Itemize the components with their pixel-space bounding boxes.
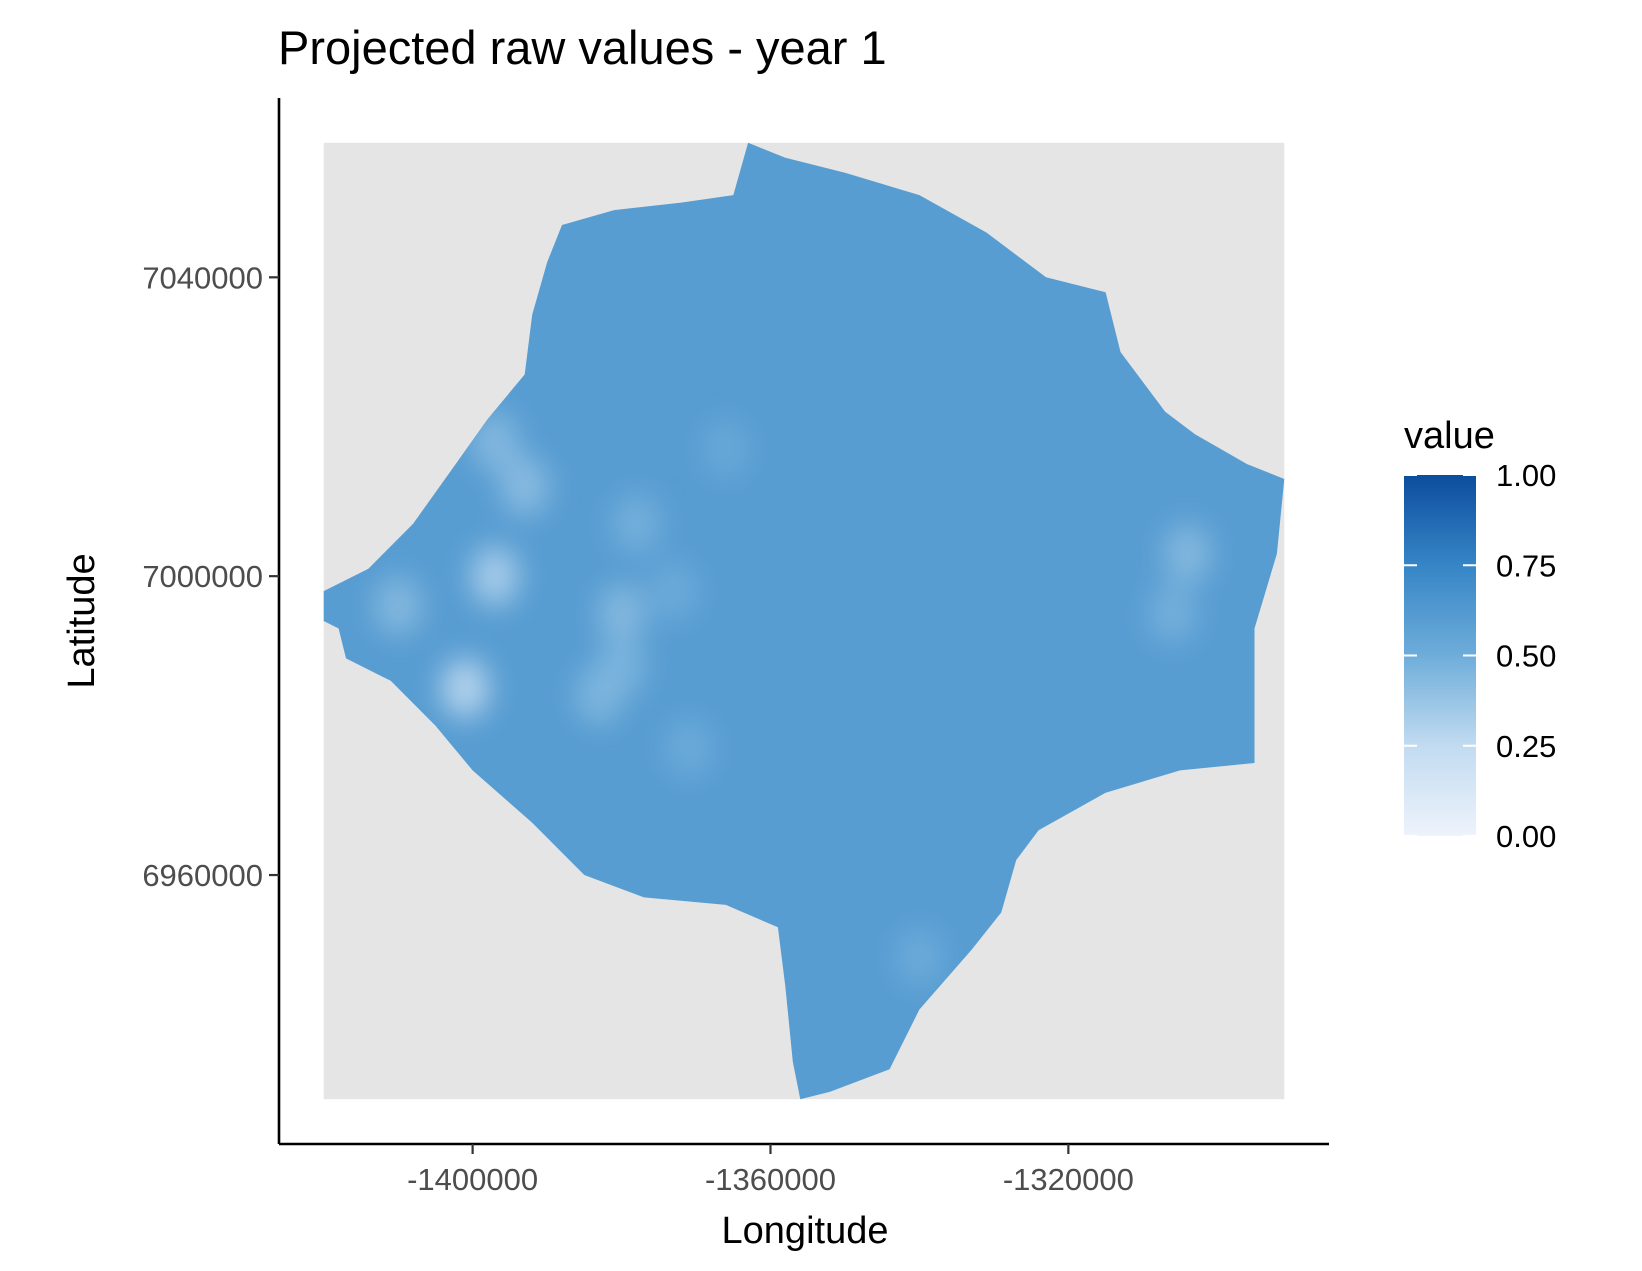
y-axis-title: Latitude (61, 553, 103, 688)
legend-ticks: 1.00 0.75 0.50 0.25 0.00 (1404, 458, 1556, 854)
raster-patch-8 (612, 493, 661, 554)
chart-title: Projected raw values - year 1 (278, 21, 887, 74)
raster-patch-2 (500, 456, 549, 517)
axes (277, 98, 1329, 1146)
raster-region (323, 142, 1285, 1100)
x-axis-title: Longitude (722, 1210, 889, 1252)
raster-patch-11 (701, 419, 750, 480)
raster-patch-0 (470, 546, 519, 607)
legend-label: 0.00 (1496, 819, 1556, 854)
raster-patch-14 (895, 927, 944, 988)
raster-patch-5 (597, 583, 646, 644)
legend-label: 0.50 (1496, 639, 1556, 674)
raster-patch-10 (649, 561, 698, 622)
x-tick-label: -1360000 (705, 1162, 836, 1197)
raster-value-patches (374, 411, 1212, 988)
y-tick-label: 6960000 (142, 858, 263, 893)
legend: value 1.00 0.75 0.50 0.25 0.00 (1404, 415, 1556, 854)
legend-title: value (1404, 415, 1495, 457)
raster-patch-1 (441, 658, 490, 719)
raster-patch-7 (575, 665, 624, 726)
y-tick-label: 7040000 (142, 260, 263, 295)
x-axis-ticks: -1400000 -1360000 -1320000 (407, 1144, 1134, 1197)
raster-patch-13 (1148, 583, 1197, 644)
legend-label: 1.00 (1496, 458, 1556, 493)
plot-panel (323, 142, 1285, 1100)
legend-label: 0.25 (1496, 729, 1556, 764)
y-axis-ticks: 6960000 7000000 7040000 (142, 260, 279, 893)
y-tick-label: 7000000 (142, 559, 263, 594)
raster-patch-12 (1163, 523, 1212, 584)
x-tick-label: -1320000 (1003, 1162, 1134, 1197)
raster-patch-4 (374, 576, 423, 637)
x-tick-label: -1400000 (407, 1162, 538, 1197)
raster-patch-9 (664, 718, 713, 779)
raster-patch-3 (470, 411, 519, 472)
legend-label: 0.75 (1496, 548, 1556, 583)
